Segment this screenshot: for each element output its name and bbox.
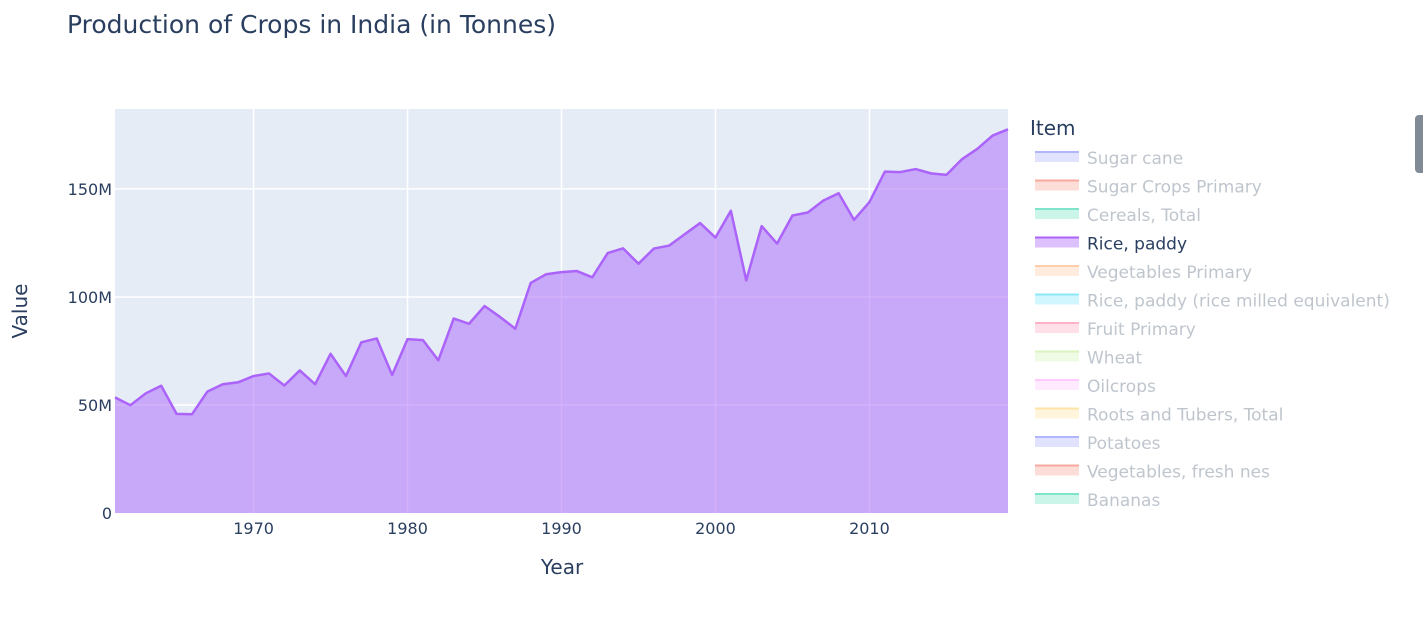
legend-swatch-fill — [1035, 465, 1079, 476]
legend-label: Rice, paddy (rice milled equivalent) — [1087, 292, 1390, 312]
x-axis-title: Year — [540, 555, 584, 579]
legend-swatch-fill — [1035, 180, 1079, 191]
y-tick-label: 100M — [68, 288, 112, 307]
legend-swatch-fill — [1035, 209, 1079, 219]
series-layer — [114, 128, 1009, 513]
legend-item[interactable]: Sugar Crops Primary — [1035, 178, 1262, 198]
y-axis: 0 50M 100M 150M — [68, 180, 112, 523]
legend-label: Vegetables Primary — [1087, 263, 1252, 283]
legend-label: Sugar cane — [1087, 149, 1183, 169]
legend-label: Fruit Primary — [1087, 320, 1196, 340]
legend-item[interactable]: Fruit Primary — [1035, 320, 1196, 340]
chart-title: Production of Crops in India (in Tonnes) — [67, 10, 556, 39]
legend-swatch-fill — [1035, 380, 1079, 390]
legend-item[interactable]: Vegetables, fresh nes — [1035, 463, 1270, 483]
legend-item[interactable]: Vegetables Primary — [1035, 263, 1252, 283]
y-axis-title: Value — [8, 284, 32, 339]
legend-item[interactable]: Roots and Tubers, Total — [1035, 406, 1283, 426]
legend-label: Roots and Tubers, Total — [1087, 406, 1283, 426]
x-tick-label: 1970 — [233, 519, 274, 538]
y-tick-label: 50M — [78, 396, 112, 415]
legend-label: Cereals, Total — [1087, 206, 1201, 226]
area-fill-series-0[interactable] — [115, 129, 1008, 513]
legend-swatch-fill — [1035, 323, 1079, 333]
x-tick-label: 1980 — [387, 519, 428, 538]
legend-title: Item — [1030, 116, 1076, 140]
x-tick-label: 1990 — [541, 519, 582, 538]
legend-swatch-fill — [1035, 408, 1079, 419]
legend-item[interactable]: Wheat — [1035, 349, 1142, 369]
legend-swatch-fill — [1035, 351, 1079, 362]
legend-item[interactable]: Rice, paddy — [1035, 235, 1187, 255]
line-series-0[interactable] — [114, 128, 1009, 416]
x-tick-label: 2010 — [849, 519, 890, 538]
legend-item[interactable]: Cereals, Total — [1035, 206, 1201, 226]
legend-swatch-fill — [1035, 494, 1079, 504]
legend-item[interactable]: Rice, paddy (rice milled equivalent) — [1035, 292, 1390, 312]
legend-swatch-fill — [1035, 437, 1079, 447]
x-axis: 1970 1980 1990 2000 2010 — [233, 519, 890, 538]
legend-swatch-fill — [1035, 266, 1079, 276]
legend: Sugar cane Sugar Crops Primary Cereals, To… — [1035, 149, 1390, 511]
legend-label: Bananas — [1087, 491, 1160, 511]
legend-item[interactable]: Sugar cane — [1035, 149, 1183, 169]
legend-item[interactable]: Bananas — [1035, 491, 1160, 511]
legend-label: Sugar Crops Primary — [1087, 178, 1262, 198]
legend-label: Potatoes — [1087, 434, 1161, 454]
y-tick-label: 0 — [102, 504, 112, 523]
legend-label: Wheat — [1087, 349, 1142, 369]
legend-swatch-fill — [1035, 152, 1079, 162]
legend-item[interactable]: Potatoes — [1035, 434, 1161, 454]
legend-label: Rice, paddy — [1087, 235, 1187, 255]
legend-scrollbar[interactable] — [1415, 115, 1423, 173]
legend-swatch-fill — [1035, 237, 1079, 248]
legend-item[interactable]: Oilcrops — [1035, 377, 1156, 397]
y-tick-label: 150M — [68, 180, 112, 199]
x-tick-label: 2000 — [695, 519, 736, 538]
legend-label: Vegetables, fresh nes — [1087, 463, 1270, 483]
legend-label: Oilcrops — [1087, 377, 1156, 397]
legend-swatch-fill — [1035, 294, 1079, 305]
